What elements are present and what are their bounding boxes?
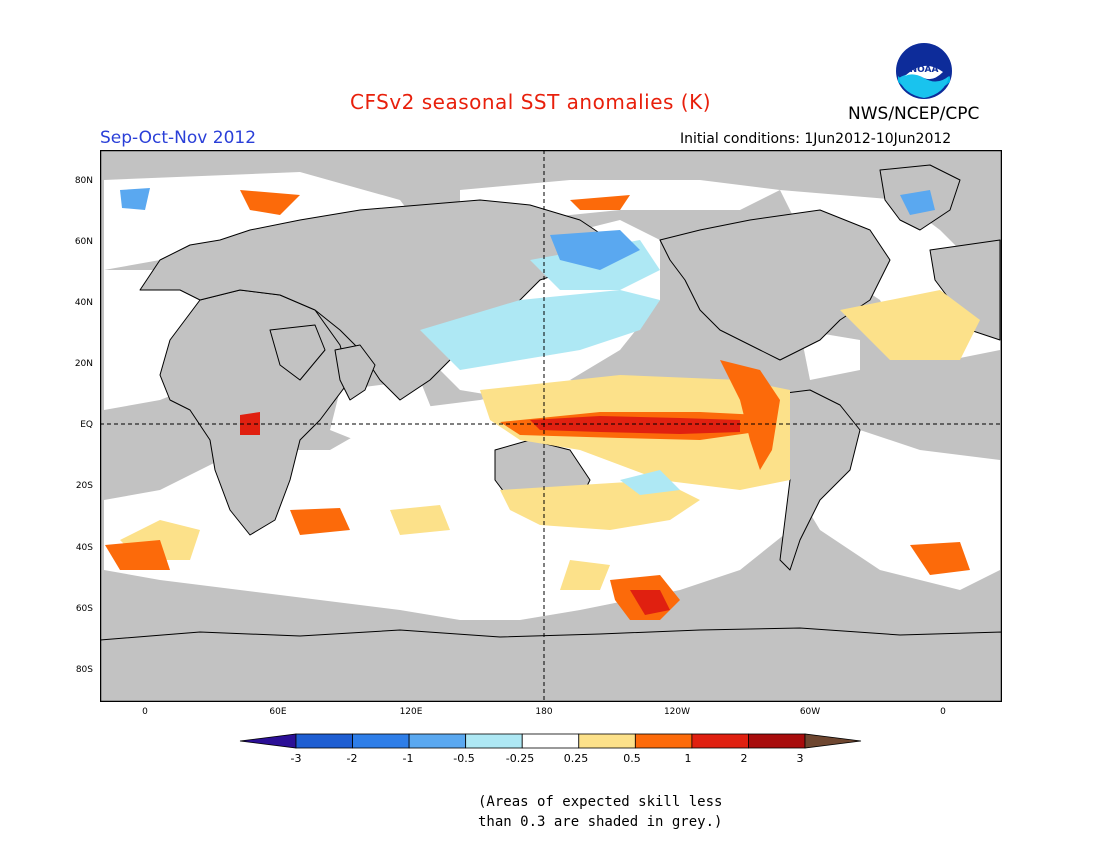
lat-label: 80N (75, 176, 93, 186)
lon-label: 120E (400, 707, 423, 717)
colorbar-label: 2 (741, 752, 748, 765)
continents (100, 164, 1002, 702)
colorbar-label: -3 (291, 752, 302, 765)
colorbar-swatch (521, 733, 580, 749)
colorbar: -3 -2 -1 -0.5 -0.25 0.25 0.5 1 2 3 (239, 733, 862, 765)
colorbar-swatch (578, 733, 636, 749)
colorbar-swatch (239, 733, 297, 749)
lat-label: 60S (76, 604, 93, 614)
lon-label: 120W (664, 707, 690, 717)
anomaly-positive-weak (120, 290, 980, 590)
colorbar-label: -0.5 (453, 752, 474, 765)
colorbar-swatch (408, 733, 467, 749)
dateline-and-equator (100, 150, 1002, 702)
anomaly-negative-moderate (120, 188, 935, 270)
colorbar-swatch (748, 733, 806, 749)
skill-note: (Areas of expected skill less than 0.3 a… (478, 792, 738, 832)
latitude-labels: 80N 60N 40N 20N EQ 20S 40S 60S 80S (75, 176, 93, 675)
lon-label: 180 (535, 707, 552, 717)
colorbar-swatch (465, 733, 523, 749)
agency-label: NWS/NCEP/CPC (848, 104, 980, 124)
colorbar-swatches (239, 733, 862, 749)
initial-conditions-label: Initial conditions: 1Jun2012-10Jun2012 (680, 131, 952, 147)
season-label: Sep-Oct-Nov 2012 (100, 128, 257, 148)
colorbar-swatch (352, 733, 410, 749)
lon-label: 0 (142, 707, 148, 717)
sst-anomaly-map (100, 150, 1002, 702)
skill-note-line1: (Areas of expected skill less (478, 794, 723, 810)
colorbar-label: -2 (347, 752, 358, 765)
anomaly-positive-strong (240, 412, 740, 615)
colorbar-label: -0.25 (506, 752, 534, 765)
skill-note-line2: than 0.3 are shaded in grey.) (478, 814, 723, 830)
colorbar-label: -1 (403, 752, 414, 765)
lat-label: 60N (75, 237, 93, 247)
lon-label: 60E (269, 707, 286, 717)
colorbar-label: 3 (797, 752, 804, 765)
lat-label: 20N (75, 359, 93, 369)
lon-label: 0 (940, 707, 946, 717)
colorbar-swatch (634, 733, 693, 749)
lat-label: 40N (75, 298, 93, 308)
longitude-labels: 0 60E 120E 180 120W 60W 0 (142, 707, 946, 717)
colorbar-labels: -3 -2 -1 -0.5 -0.25 0.25 0.5 1 2 3 (291, 752, 804, 765)
colorbar-label: 0.25 (564, 752, 589, 765)
colorbar-label: 1 (685, 752, 692, 765)
lon-label: 60W (800, 707, 820, 717)
lat-label: 20S (76, 481, 93, 491)
colorbar-swatch (691, 733, 749, 749)
lat-label: 40S (76, 543, 93, 553)
lat-label: EQ (80, 420, 93, 430)
map-title: CFSv2 seasonal SST anomalies (K) (350, 90, 711, 114)
colorbar-swatch (804, 733, 862, 749)
noaa-logo: NOAA (896, 43, 952, 99)
lat-label: 80S (76, 665, 93, 675)
colorbar-swatch (295, 733, 353, 749)
colorbar-label: 0.5 (623, 752, 641, 765)
map-frame (100, 150, 1002, 702)
noaa-logo-text: NOAA (910, 65, 939, 75)
